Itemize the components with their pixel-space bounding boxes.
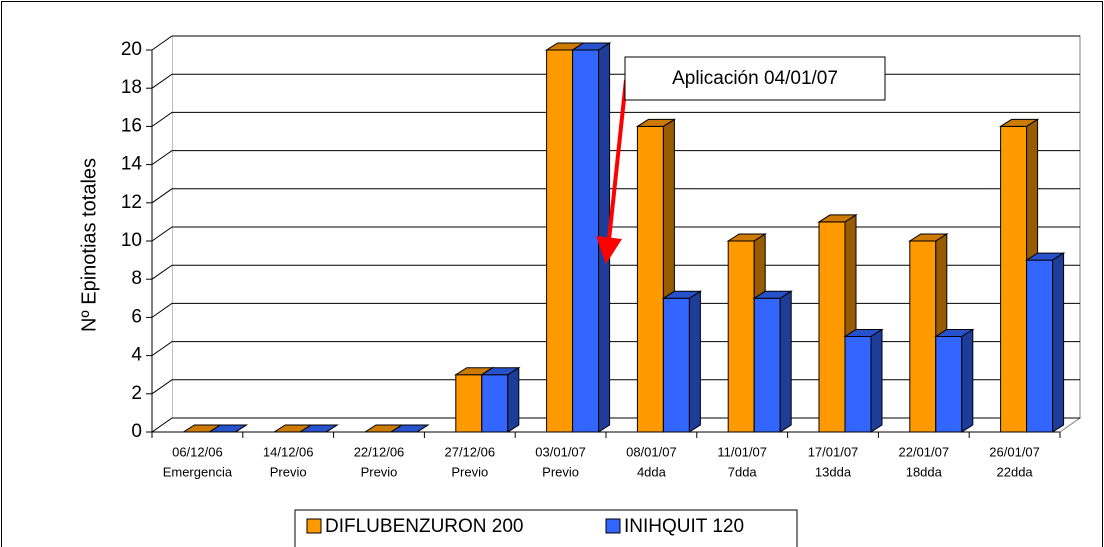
y-tick-label: 2	[131, 383, 142, 404]
x-tick-label: 18dda	[906, 464, 943, 479]
bar-front	[844, 336, 872, 433]
x-tick-label: 17/01/07	[808, 444, 859, 459]
x-tick-label: 7dda	[728, 464, 758, 479]
annotation-arrowhead	[596, 236, 622, 264]
annotation: Aplicación 04/01/07	[672, 68, 838, 89]
grid-line	[151, 150, 1080, 166]
legend-box	[294, 509, 798, 547]
bar	[207, 424, 249, 433]
bar	[570, 42, 612, 433]
legend-swatch	[306, 518, 322, 534]
grid-line	[151, 264, 1080, 280]
grid-line	[151, 188, 1080, 204]
bar-front	[753, 297, 781, 433]
x-tick-label: 27/12/06	[444, 444, 495, 459]
y-tick-label: 16	[121, 115, 142, 136]
bar	[480, 366, 521, 433]
grid-line	[151, 111, 1080, 127]
x-tick-label: Previo	[361, 464, 398, 479]
bar-side	[507, 366, 520, 433]
annotation-box	[624, 56, 886, 101]
legend-label: INIHQUIT 120	[624, 516, 744, 537]
annotation-arrow	[607, 79, 628, 241]
bar-side	[1052, 252, 1065, 433]
bar-front	[1000, 125, 1028, 433]
bar-front	[1026, 259, 1054, 433]
x-tick-label: 08/01/07	[626, 444, 677, 459]
x-tick-label: Previo	[270, 464, 307, 479]
x-tick-label: 26/01/07	[989, 444, 1040, 459]
bar-side	[325, 424, 338, 433]
bar-front	[636, 125, 664, 433]
bar-side	[416, 424, 429, 433]
grid-line	[151, 35, 1080, 51]
bar-front	[727, 240, 755, 433]
y-tick-label: 10	[121, 230, 142, 251]
y-tick-label: 8	[131, 268, 142, 289]
x-tick-label: 14/12/06	[263, 444, 314, 459]
bar-side	[235, 424, 247, 433]
bar	[298, 424, 339, 433]
legend-swatch	[605, 518, 621, 534]
bar-front	[455, 374, 483, 433]
bar-side	[961, 328, 974, 433]
y-tick-label: 14	[121, 154, 143, 175]
x-tick-label: 22dda	[997, 464, 1034, 479]
bar	[934, 328, 975, 433]
x-tick-label: 11/01/07	[717, 444, 767, 459]
bar-side	[688, 290, 701, 433]
x-tick-label: Previo	[451, 464, 488, 479]
x-tick-label: 4dda	[637, 464, 667, 479]
bar-front	[935, 336, 963, 433]
bar-front	[818, 221, 846, 433]
bar	[843, 328, 884, 433]
legend-label: DIFLUBENZURON 200	[325, 516, 524, 537]
bar-front	[546, 49, 574, 433]
bar-front	[909, 240, 937, 433]
x-tick-label: Previo	[542, 464, 579, 479]
x-tick-label: 22/01/07	[898, 444, 949, 459]
grid-line	[151, 226, 1080, 242]
bar-front	[662, 297, 690, 433]
bar	[389, 424, 430, 433]
y-tick-label: 0	[131, 421, 142, 442]
bar	[1024, 252, 1066, 433]
bar-front	[572, 49, 600, 433]
x-tick-label: 22/12/06	[354, 444, 405, 459]
x-tick-label: 03/01/07	[535, 444, 586, 459]
y-axis-label: Nº Epinotias totales	[78, 158, 100, 332]
y-tick-label: 20	[121, 39, 142, 60]
bar	[661, 290, 703, 433]
bar-side	[870, 328, 883, 433]
x-tick-label: 06/12/06	[172, 444, 223, 459]
y-tick-label: 12	[121, 192, 142, 213]
y-tick-label: 4	[131, 345, 142, 366]
y-tick-label: 6	[131, 306, 142, 327]
bar	[752, 290, 793, 433]
bar-front	[481, 374, 509, 433]
bar-side	[779, 290, 792, 433]
x-tick-label: Emergencia	[163, 464, 233, 479]
x-tick-label: 13dda	[815, 464, 852, 479]
y-tick-label: 18	[121, 77, 142, 98]
